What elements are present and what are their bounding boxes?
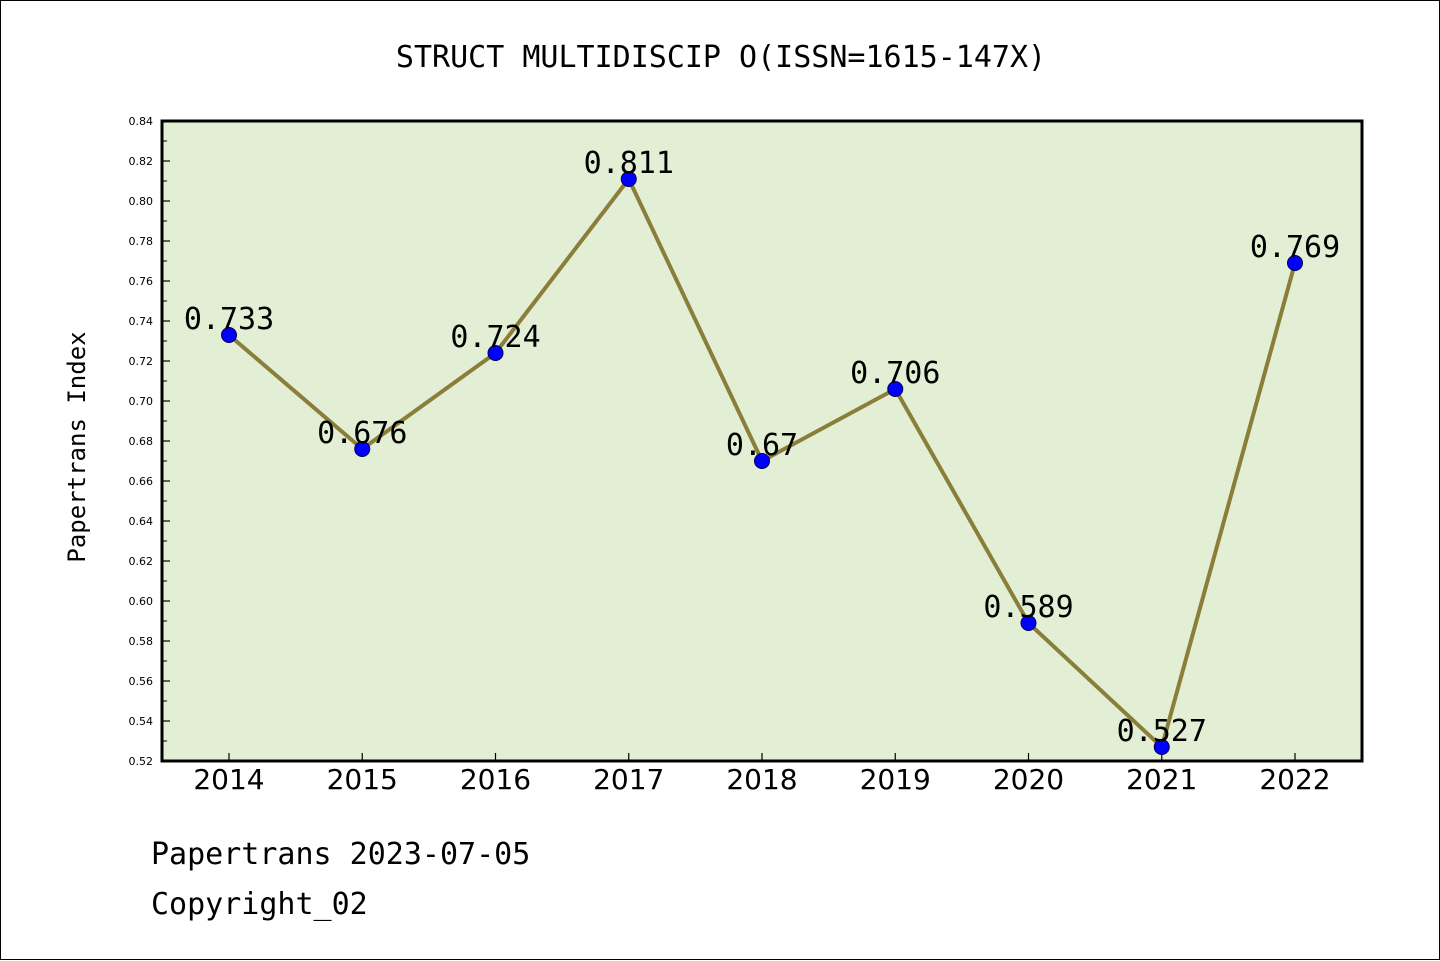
y-tick-label: 0.52 [129, 755, 154, 768]
data-label: 0.589 [983, 590, 1073, 625]
y-tick-label: 0.58 [129, 635, 154, 648]
x-tick-label: 2014 [193, 763, 264, 796]
data-labels: 0.733 0.676 0.724 0.811 0.67 0.706 0.589 0.527 0… [184, 146, 1340, 749]
data-point [1020, 615, 1037, 631]
y-tick-label: 0.78 [129, 235, 154, 248]
data-point [221, 327, 237, 343]
x-tick-label: 2016 [460, 763, 531, 796]
data-label: 0.724 [450, 320, 540, 355]
y-tick-label: 0.66 [129, 475, 154, 488]
data-point [620, 171, 637, 187]
plot-area [162, 121, 1362, 761]
footer-date-text: Papertrans 2023-07-05 [151, 837, 531, 872]
y-tick-label: 0.76 [129, 275, 154, 288]
data-point [354, 441, 371, 457]
y-tick-label: 0.80 [129, 195, 154, 208]
series-markers [221, 171, 1303, 755]
x-tick-label: 2018 [726, 763, 797, 796]
x-tick-label: 2019 [860, 763, 931, 796]
data-label: 0.811 [584, 146, 674, 181]
y-tick-label: 0.60 [129, 595, 154, 608]
data-label: 0.527 [1117, 714, 1207, 749]
data-label: 0.676 [317, 416, 407, 451]
plot-border [160, 119, 1364, 763]
y-tick-label: 0.68 [129, 435, 154, 448]
data-point [487, 345, 504, 361]
data-point [887, 381, 904, 397]
x-tick-label: 2021 [1126, 763, 1197, 796]
footer-copyright-text: Copyright_02 [151, 887, 368, 922]
y-tick-label: 0.84 [129, 115, 154, 128]
data-point [1153, 739, 1170, 755]
x-tick-label: 2022 [1259, 763, 1330, 796]
y-tick-label: 0.82 [129, 155, 154, 168]
data-label: 0.769 [1250, 230, 1340, 265]
x-tick-label: 2020 [993, 763, 1064, 796]
y-tick-label: 0.74 [129, 315, 154, 328]
y-tick-label: 0.62 [129, 555, 154, 568]
y-tick-label: 0.72 [129, 355, 154, 368]
data-point [1287, 255, 1303, 271]
data-label: 0.67 [726, 428, 798, 463]
y-axis-ticks: 0.52 0.54 0.56 0.58 0.60 0.62 0.64 0.66 0.68 0.70… [129, 115, 170, 768]
y-tick-label: 0.70 [129, 395, 154, 408]
data-point [754, 453, 770, 469]
data-label: 0.733 [184, 302, 274, 337]
data-label: 0.706 [850, 356, 940, 391]
y-axis-label: Papertrans Index [63, 331, 91, 562]
y-tick-label: 0.56 [129, 675, 154, 688]
y-tick-label: 0.54 [129, 715, 154, 728]
x-tick-label: 2017 [593, 763, 664, 796]
x-tick-label: 2015 [327, 763, 398, 796]
y-tick-label: 0.64 [129, 515, 154, 528]
x-axis-ticks: 2014 2015 2016 2017 2018 2019 2020 2021 2022 [193, 753, 1331, 796]
chart-title: STRUCT MULTIDISCIP O(ISSN=1615-147X) [396, 40, 1046, 75]
